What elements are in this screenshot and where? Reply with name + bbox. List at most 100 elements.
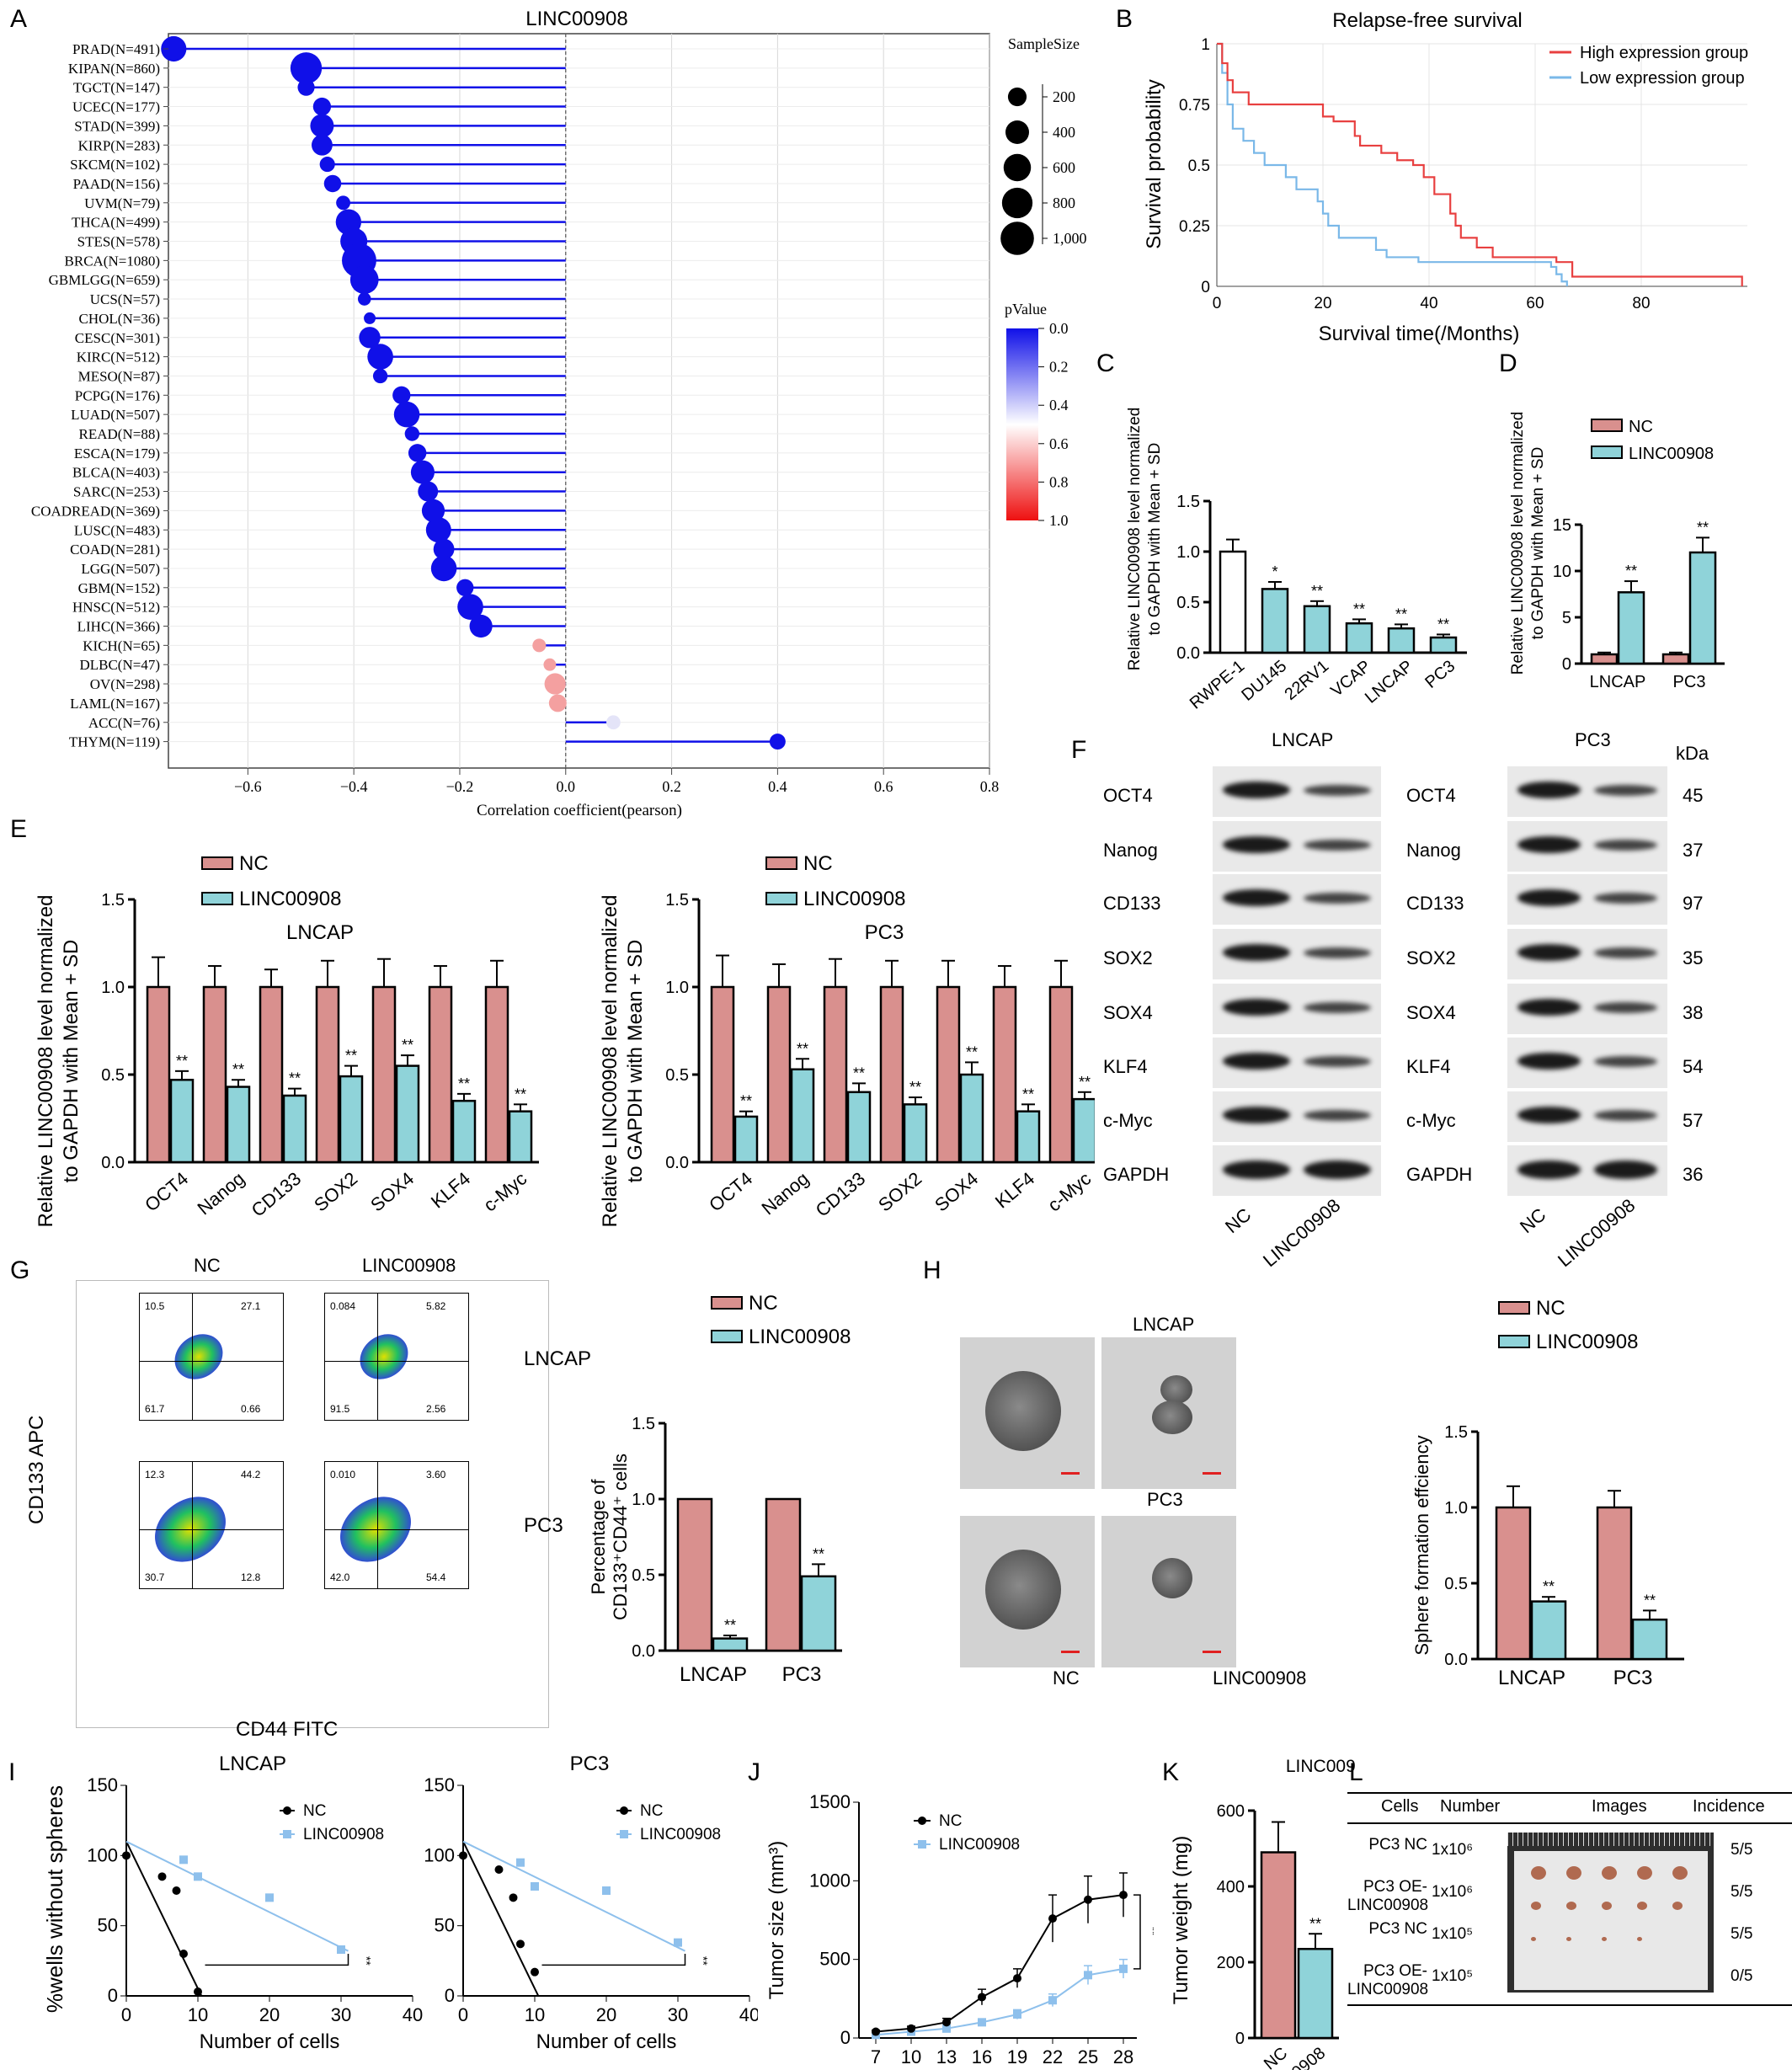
- panel-f-kda: 37: [1683, 840, 1704, 861]
- panel-c-bar-sig: **: [1311, 583, 1323, 600]
- panel-f-protein-left: GAPDH: [1103, 1164, 1170, 1185]
- panel-j-oe-point: [1084, 1971, 1092, 1980]
- panel-a-p-label: 1.0: [1049, 512, 1069, 529]
- panel-g-quadrant-ll: 42.0: [330, 1571, 350, 1583]
- panel-b-legend-high: High expression group: [1580, 44, 1748, 62]
- panel-g-quadrant-ll: 91.5: [330, 1403, 350, 1415]
- panel-f-band-nc: [1517, 999, 1581, 1016]
- panel-c-bar: [1345, 622, 1373, 654]
- panel-g-quadrant-ur: 3.60: [426, 1469, 446, 1480]
- panel-f-title-pc3: PC3: [1575, 729, 1611, 750]
- panel-g-col-nc: NC: [194, 1255, 221, 1276]
- panel-f-protein-right: Nanog: [1406, 840, 1461, 861]
- panel-f-blot: [1213, 1038, 1381, 1088]
- panel-g-quadrant-ul: 0.010: [330, 1469, 356, 1480]
- panel-l-number: 1x10⁵: [1432, 1967, 1474, 1985]
- panel-f-protein-right: SOX2: [1406, 947, 1456, 968]
- panel-f-protein-right: CD133: [1406, 893, 1464, 914]
- panel-a-dot: [433, 538, 455, 560]
- panel-a-row-label: TGCT(N=147): [73, 80, 160, 96]
- panel-g-bar-ytick: 0.5: [632, 1566, 655, 1585]
- panel-f-blot: [1213, 1145, 1381, 1196]
- panel-g-quadrant-lr: 54.4: [426, 1571, 446, 1583]
- panel-f-band-oe: [1594, 947, 1657, 958]
- panel-a-row-label: UVM(N=79): [84, 195, 160, 211]
- panel-a-xtick: 0.2: [662, 778, 681, 795]
- panel-l-header: Cells: [1381, 1797, 1419, 1816]
- panel-l-tumor: [1566, 1902, 1576, 1910]
- panel-a-xtick: 0.0: [557, 778, 576, 795]
- panel-a-row-label: ACC(N=76): [88, 715, 160, 731]
- panel-f-protein-left: OCT4: [1103, 785, 1153, 806]
- panel-letter-k: K: [1162, 1758, 1180, 1786]
- panel-d-legend-oe: LINC00908: [1629, 445, 1714, 463]
- panel-g-quadrant-lr: 12.8: [241, 1571, 261, 1583]
- panel-a-row-label: LUSC(N=483): [74, 522, 160, 538]
- panel-f-band-nc: [1517, 782, 1581, 798]
- panel-g-oe-bar-sig: **: [813, 1545, 824, 1562]
- panel-e-ytick: 1.0: [101, 979, 125, 997]
- panel-h-legend-nc-swatch: [1498, 1301, 1530, 1315]
- panel-e-oe-bar: [226, 1086, 251, 1164]
- panel-f-kda: 97: [1683, 893, 1704, 914]
- panel-f-band-nc: [1223, 1160, 1290, 1179]
- panel-i-oe-fit: [125, 1840, 349, 1952]
- panel-i-ytick: 100: [424, 1844, 455, 1865]
- panel-e-ylabel-1: Relative LINC00908 level normalized: [599, 895, 621, 1228]
- panel-e-xlabel: OCT4: [705, 1168, 756, 1216]
- panel-l-cells: PC3 NC: [1368, 1836, 1427, 1854]
- panel-h-bar-ylabel: Sphere formation effciency: [1411, 1435, 1432, 1655]
- panel-a-xtick: 0.4: [768, 778, 787, 795]
- panel-h-sphere: [1152, 1400, 1192, 1434]
- panel-a-row-label: OV(N=298): [90, 676, 160, 692]
- panel-c-ytick: 1.0: [1176, 543, 1200, 562]
- panel-c-ylabel-1: Relative LINC00908 level normalized: [1126, 408, 1144, 671]
- panel-f-band-oe: [1304, 1160, 1371, 1179]
- panel-e-oe-bar-sig: **: [289, 1070, 301, 1087]
- panel-i-oe-point: [337, 1945, 345, 1954]
- panel-h-nc-bar: [1495, 1506, 1532, 1661]
- panel-a-dot: [430, 555, 457, 582]
- panel-g-xlabel: CD44 FITC: [236, 1718, 339, 1741]
- panel-l-rule-header: [1347, 1822, 1792, 1824]
- panel-a-dot: [323, 174, 342, 193]
- panel-h-sphere: [1152, 1558, 1192, 1598]
- panel-g-bar-ytick: 0.0: [632, 1642, 655, 1661]
- panel-l-cells: PC3 OE- LINC00908: [1347, 1962, 1429, 1998]
- panel-h-sphere-images: LNCAP PC3 NC LINC00908: [926, 1246, 1499, 1718]
- panel-a-dot: [410, 460, 435, 484]
- panel-a-xtick: 0.8: [980, 778, 1000, 795]
- panel-a-size-legend-label: 400: [1053, 124, 1075, 141]
- panel-b-title: Relapse-free survival: [1332, 9, 1522, 32]
- panel-g-gate-v: [192, 1462, 193, 1588]
- panel-e-xlabel: CD133: [812, 1168, 870, 1221]
- panel-g-quadrant-ul: 10.5: [145, 1300, 165, 1312]
- panel-f-protein-right: KLF4: [1406, 1056, 1451, 1077]
- panel-g-scatter-plot: 0.084 5.82 91.5 2.56: [324, 1293, 469, 1421]
- panel-c-bar: [1261, 588, 1289, 654]
- panel-e-xlabel: KLF4: [991, 1168, 1038, 1213]
- panel-f-lane-nc: NC: [1221, 1203, 1256, 1238]
- panel-e-nc-bar: [315, 985, 340, 1164]
- panel-l-header: Incidence: [1693, 1797, 1765, 1816]
- panel-i-xlabel: Number of cells: [200, 2030, 340, 2053]
- panel-e-subtitle: PC3: [865, 921, 904, 944]
- panel-f-blot: [1213, 821, 1381, 872]
- panel-g-bar-ylabel-2: CD133⁺CD44⁺ cells: [610, 1454, 631, 1620]
- panel-e-oe-bar-sig: **: [1022, 1086, 1034, 1102]
- panel-l-incidence: 5/5: [1731, 1925, 1753, 1943]
- panel-d-ytick: 5: [1562, 609, 1571, 627]
- panel-f-band-oe: [1594, 893, 1657, 904]
- panel-i-nc-point: [157, 1872, 167, 1881]
- panel-g-flow-cytometry: NC LINC00908 LNCAP PC3 CD133 APC CD44 FITC 10.…: [0, 1246, 935, 1760]
- panel-e-oe-bar-sig: **: [853, 1064, 865, 1081]
- panel-k-ylabel: Tumor weight (mg): [1170, 1836, 1192, 2004]
- panel-a-row-label: GBM(N=152): [78, 580, 160, 596]
- panel-a-row-label: KIPAN(N=860): [68, 61, 160, 77]
- panel-e-nc-bar: [371, 985, 397, 1164]
- panel-a-dot: [418, 481, 439, 502]
- panel-a-row-label: THCA(N=499): [72, 215, 160, 231]
- panel-a-dot: [548, 694, 567, 712]
- panel-e-oe-bar-sig: **: [909, 1079, 921, 1096]
- panel-f-kda: 38: [1683, 1002, 1704, 1023]
